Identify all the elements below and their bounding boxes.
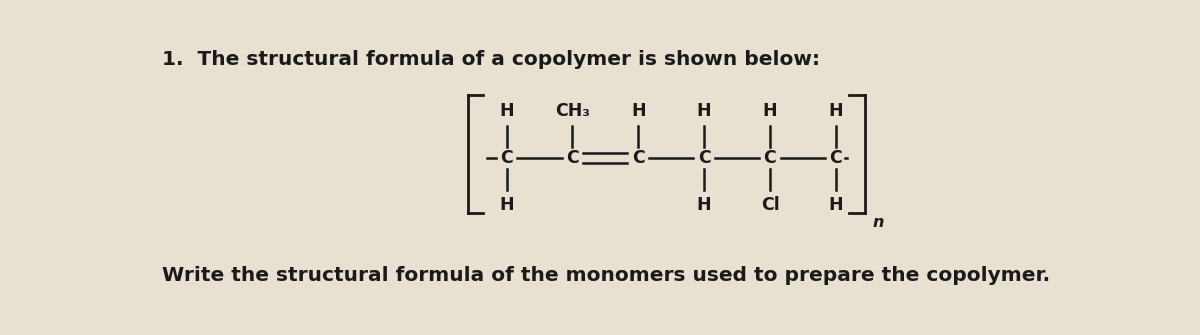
Text: H: H (499, 196, 514, 214)
Text: Cl: Cl (761, 196, 779, 214)
Text: C: C (763, 149, 776, 167)
Text: 1.  The structural formula of a copolymer is shown below:: 1. The structural formula of a copolymer… (162, 50, 820, 69)
Text: C: C (632, 149, 644, 167)
Text: H: H (697, 196, 712, 214)
Text: C: C (697, 149, 710, 167)
Text: n: n (872, 215, 883, 230)
Text: C: C (829, 149, 842, 167)
Text: CH₃: CH₃ (554, 102, 590, 120)
Text: H: H (499, 102, 514, 120)
Text: H: H (631, 102, 646, 120)
Text: H: H (763, 102, 778, 120)
Text: H: H (828, 102, 844, 120)
Text: C: C (500, 149, 512, 167)
Text: H: H (697, 102, 712, 120)
Text: H: H (828, 196, 844, 214)
Text: C: C (566, 149, 578, 167)
Text: Write the structural formula of the monomers used to prepare the copolymer.: Write the structural formula of the mono… (162, 266, 1050, 285)
